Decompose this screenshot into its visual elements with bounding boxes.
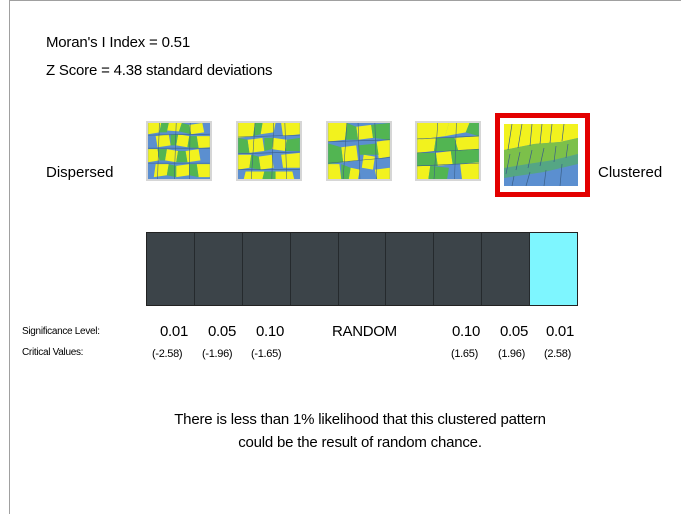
- message-line-1: There is less than 1% likelihood that th…: [174, 411, 546, 428]
- critical-value: (1.96): [498, 348, 525, 360]
- semi-clustered-pattern-icon: [417, 123, 479, 179]
- clustered-pattern-icon: [504, 124, 578, 186]
- significance-value: 0.10: [256, 323, 284, 340]
- significance-scale: [146, 232, 578, 306]
- dispersed-label: Dispersed: [46, 164, 114, 181]
- significance-value: 0.05: [208, 323, 236, 340]
- dispersed-pattern-icon: [148, 123, 210, 179]
- critical-value: (-1.96): [202, 348, 233, 360]
- significance-value: 0.05: [500, 323, 528, 340]
- significance-level-label: Significance Level:: [22, 326, 100, 337]
- significance-value: 0.01: [546, 323, 574, 340]
- pattern-thumbnail-clustered: [504, 124, 578, 186]
- critical-value: (2.58): [544, 348, 571, 360]
- critical-values-label: Critical Values:: [22, 347, 84, 358]
- selected-pattern-highlight: [495, 113, 590, 197]
- morans-i-index: Moran's I Index = 0.51: [46, 34, 190, 51]
- clustered-label: Clustered: [598, 164, 663, 181]
- scale-cell: [386, 233, 435, 305]
- significance-value: 0.01: [160, 323, 188, 340]
- critical-value: (-1.65): [251, 348, 282, 360]
- significance-value: 0.10: [452, 323, 480, 340]
- pattern-thumbnail-2: [236, 121, 302, 181]
- random-pattern-icon: [328, 123, 390, 179]
- scale-cell: [338, 233, 387, 305]
- pattern-thumbnail-4: [415, 121, 481, 181]
- semi-dispersed-pattern-icon: [238, 123, 300, 179]
- significance-random: RANDOM: [332, 323, 397, 340]
- critical-value: (-2.58): [152, 348, 183, 360]
- scale-cell: [147, 233, 195, 305]
- scale-cell: [290, 233, 339, 305]
- message-line-2: could be the result of random chance.: [238, 434, 482, 451]
- z-score: Z Score = 4.38 standard deviations: [46, 62, 273, 79]
- interpretation-message: There is less than 1% likelihood that th…: [120, 408, 600, 454]
- pattern-thumbnail-dispersed: [146, 121, 212, 181]
- scale-cell: [434, 233, 483, 305]
- critical-value: (1.65): [451, 348, 478, 360]
- pattern-thumbnail-random: [326, 121, 392, 181]
- scale-cell-active: [530, 233, 578, 305]
- scale-cell: [194, 233, 243, 305]
- scale-cell: [242, 233, 291, 305]
- scale-cell: [482, 233, 531, 305]
